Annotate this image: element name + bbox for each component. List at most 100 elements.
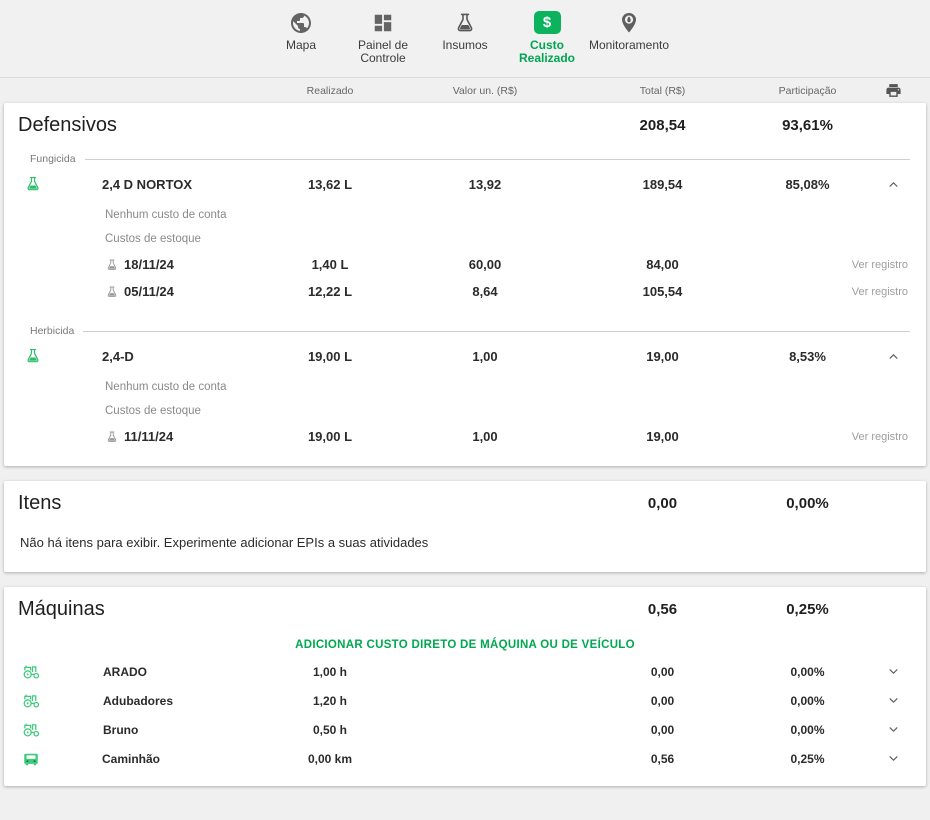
stock-date-label: 05/11/24 <box>124 284 174 299</box>
machine-row[interactable]: ARADO 1,00 h 0,00 0,00% <box>4 657 926 686</box>
product-realizado: 13,62 L <box>307 176 353 192</box>
globe-icon <box>289 9 313 36</box>
stock-total: 19,00 <box>646 429 679 444</box>
machine-total: 0,00 <box>650 722 675 737</box>
tractor-icon <box>22 662 41 681</box>
machine-participacao: 0,00% <box>790 693 825 708</box>
tab-insumos[interactable]: Insumos <box>424 9 506 52</box>
expand-button[interactable] <box>860 751 926 766</box>
print-icon <box>885 82 902 99</box>
stock-row: 05/11/24 12,22 L 8,64 105,54 Ver registr… <box>4 278 926 305</box>
dollar-icon: $ <box>533 9 561 36</box>
tractor-icon <box>22 720 41 739</box>
chevron-up-icon <box>886 349 901 364</box>
machine-total: 0,56 <box>650 751 675 766</box>
note-no-account-cost: Nenhum custo de conta <box>105 209 227 221</box>
section-total: 0,56 <box>647 600 678 618</box>
category-fungicida: Fungicida <box>4 151 926 167</box>
tab-label: Mapa <box>285 38 317 52</box>
collapse-button[interactable] <box>860 177 926 192</box>
machine-realizado: 1,00 h <box>312 664 348 679</box>
machine-total: 0,00 <box>650 664 675 679</box>
itens-empty-message: Não há itens para exibir. Experimente ad… <box>20 535 429 550</box>
section-title: Itens <box>18 491 62 514</box>
product-notes: Nenhum custo de conta Custos de estoque <box>4 203 926 251</box>
chevron-down-icon <box>886 722 901 737</box>
tab-monitoramento[interactable]: Monitoramento <box>588 9 670 52</box>
machine-name: ARADO <box>103 664 147 679</box>
collapse-button[interactable] <box>860 349 926 364</box>
tab-custo-realizado[interactable]: $ Custo Realizado <box>506 9 588 65</box>
product-realizado: 19,00 L <box>307 348 353 364</box>
tab-label: Insumos <box>442 38 488 52</box>
stock-date-label: 18/11/24 <box>124 257 174 272</box>
section-participacao: 0,25% <box>786 600 829 618</box>
category-divider <box>84 158 910 160</box>
card-itens: Itens 0,00 0,00% Não há itens para exibi… <box>4 481 926 572</box>
chevron-down-icon <box>886 664 901 679</box>
machine-row[interactable]: Caminhão 0,00 km 0,56 0,25% <box>4 744 926 773</box>
machine-name: Adubadores <box>103 693 174 708</box>
category-label: Fungicida <box>30 153 76 165</box>
machine-realizado: 0,50 h <box>312 722 348 737</box>
product-total: 19,00 <box>646 348 679 364</box>
category-label: Herbicida <box>30 325 75 337</box>
truck-icon <box>22 750 40 768</box>
stock-realizado: 12,22 L <box>307 284 353 299</box>
product-row[interactable]: 2,4 D NORTOX 13,62 L 13,92 189,54 85,08% <box>4 167 926 201</box>
tab-label: Monitoramento <box>588 38 670 52</box>
stock-valor-un: 60,00 <box>468 257 502 272</box>
column-header-realizado: Realizado <box>306 84 354 97</box>
table-column-header: Realizado Valor un. (R$) Total (R$) Part… <box>0 78 930 103</box>
section-title: Defensivos <box>18 113 117 136</box>
flask-icon <box>453 9 477 36</box>
expand-button[interactable] <box>860 664 926 679</box>
machine-name: Caminhão <box>102 751 161 766</box>
product-name: 2,4 D NORTOX <box>102 176 193 192</box>
defensivos-heading-row: Defensivos 208,54 93,61% <box>4 103 926 147</box>
add-machine-cost-link[interactable]: ADICIONAR CUSTO DIRETO DE MÁQUINA OU DE … <box>295 639 635 651</box>
tab-label: Custo Realizado <box>518 38 575 65</box>
flask-icon <box>105 258 119 272</box>
expand-button[interactable] <box>860 722 926 737</box>
tab-mapa[interactable]: Mapa <box>260 9 342 52</box>
tab-label: Painel de Controle <box>357 38 409 65</box>
product-notes: Nenhum custo de conta Custos de estoque <box>4 375 926 423</box>
stock-total: 105,54 <box>642 284 683 299</box>
product-valor-un: 1,00 <box>472 348 498 364</box>
ver-registro-link[interactable]: Ver registro <box>851 285 908 298</box>
machine-row[interactable]: Adubadores 1,20 h 0,00 0,00% <box>4 686 926 715</box>
tab-painel-de-controle[interactable]: Painel de Controle <box>342 9 424 65</box>
section-total: 0,00 <box>647 494 678 512</box>
section-participacao: 93,61% <box>782 116 833 134</box>
card-maquinas: Máquinas 0,56 0,25% ADICIONAR CUSTO DIRE… <box>4 587 926 786</box>
section-total: 208,54 <box>639 116 686 134</box>
stock-realizado: 1,40 L <box>311 257 349 272</box>
machine-participacao: 0,00% <box>790 722 825 737</box>
flask-icon <box>24 175 42 193</box>
flask-icon <box>105 430 119 444</box>
product-participacao: 8,53% <box>789 348 826 364</box>
product-row[interactable]: 2,4-D 19,00 L 1,00 19,00 8,53% <box>4 339 926 373</box>
product-valor-un: 13,92 <box>468 176 502 192</box>
stock-row: 18/11/24 1,40 L 60,00 84,00 Ver registro <box>4 251 926 278</box>
stock-valor-un: 8,64 <box>472 284 498 299</box>
expand-button[interactable] <box>860 693 926 708</box>
machine-realizado: 1,20 h <box>312 693 348 708</box>
ver-registro-link[interactable]: Ver registro <box>851 258 908 271</box>
ver-registro-link[interactable]: Ver registro <box>851 430 908 443</box>
machine-name: Bruno <box>103 722 139 737</box>
note-stock-costs: Custos de estoque <box>105 233 201 245</box>
print-button[interactable] <box>860 82 926 99</box>
product-name: 2,4-D <box>102 348 134 364</box>
card-defensivos: Defensivos 208,54 93,61% Fungicida 2,4 D… <box>4 103 926 466</box>
stock-total: 84,00 <box>646 257 679 272</box>
flask-icon <box>24 347 42 365</box>
machine-total: 0,00 <box>650 693 675 708</box>
machine-participacao: 0,00% <box>790 664 825 679</box>
column-header-total: Total (R$) <box>639 84 686 97</box>
product-total: 189,54 <box>642 176 683 192</box>
chevron-down-icon <box>886 751 901 766</box>
machine-row[interactable]: Bruno 0,50 h 0,00 0,00% <box>4 715 926 744</box>
stock-valor-un: 1,00 <box>472 429 498 444</box>
